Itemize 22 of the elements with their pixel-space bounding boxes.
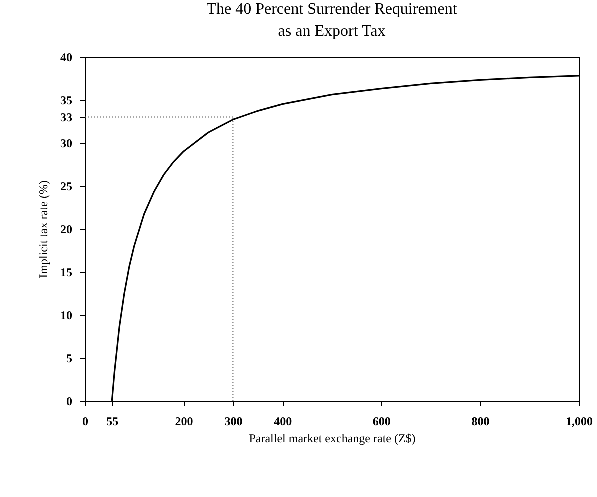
y-tick-label: 25 — [60, 180, 72, 194]
y-tick-label: 35 — [60, 94, 72, 108]
x-axis-title: Parallel market exchange rate (Z$) — [249, 432, 416, 446]
y-tick-label: 20 — [60, 222, 72, 236]
y-tick-label: 5 — [66, 352, 72, 366]
x-tick-label: 400 — [274, 414, 292, 428]
y-tick-label: 40 — [60, 50, 72, 64]
y-tick-label: 10 — [60, 308, 72, 322]
y-tick-label: 15 — [60, 266, 72, 280]
y-axis-title: Implicit tax rate (%) — [36, 180, 50, 278]
x-tick-label: 55 — [106, 414, 119, 428]
chart-title: The 40 Percent Surrender Requirement — [206, 1, 458, 18]
x-tick-label: 0 — [82, 414, 88, 428]
y-tick-label: 30 — [60, 136, 72, 150]
x-tick-label: 300 — [224, 414, 243, 428]
x-tick-label: 200 — [175, 414, 194, 428]
y-tick-label: 0 — [66, 394, 72, 408]
x-tick-label: 1,000 — [566, 414, 593, 428]
chart-subtitle: as an Export Tax — [278, 23, 386, 40]
x-tick-label: 600 — [372, 414, 391, 428]
x-tick-label: 800 — [472, 414, 490, 428]
y-tick-label: 33 — [60, 110, 72, 125]
